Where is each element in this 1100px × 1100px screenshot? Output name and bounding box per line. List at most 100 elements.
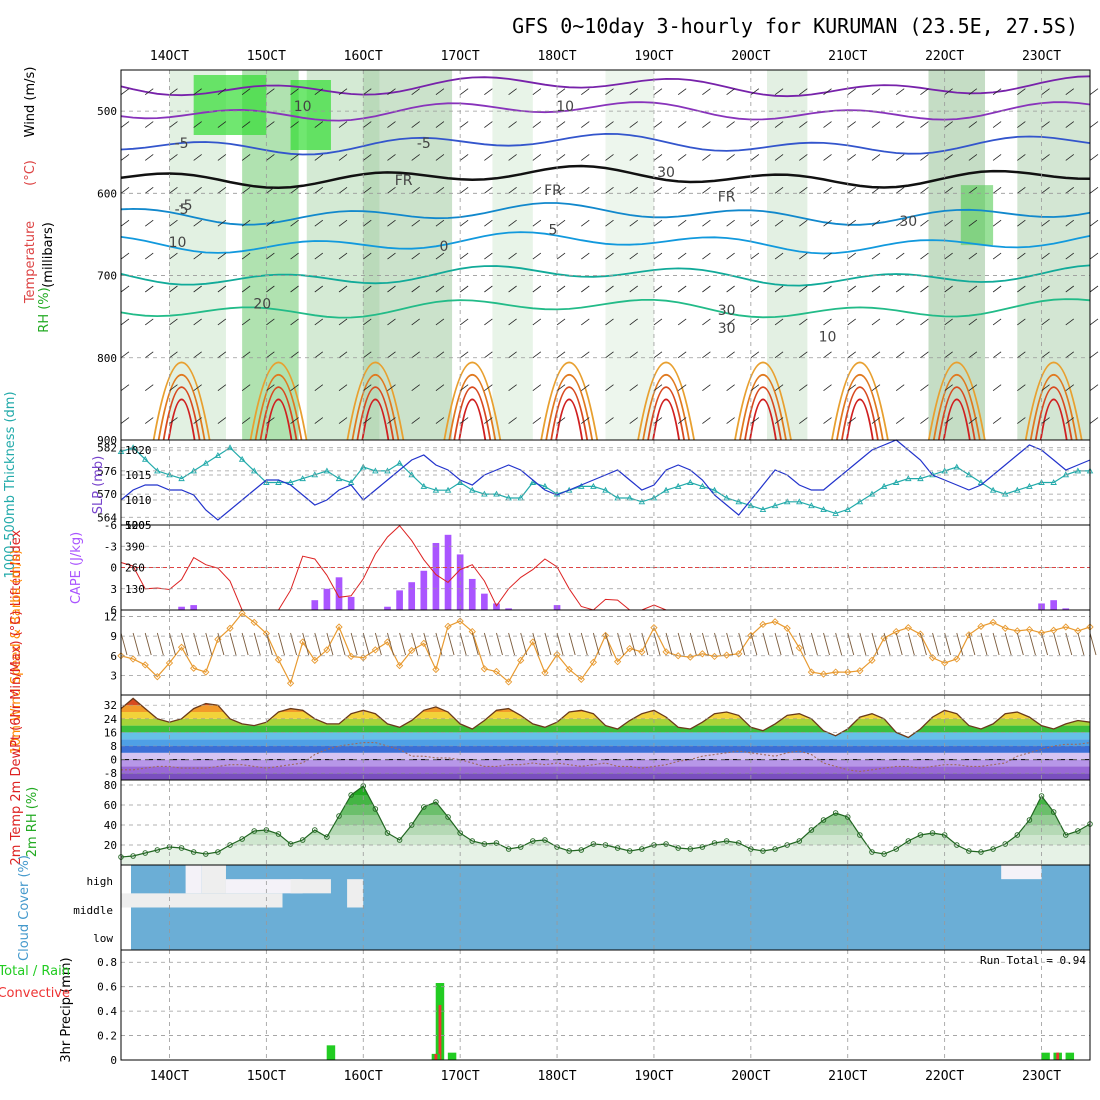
wind10-point [759,620,767,629]
wind10-point [286,679,295,687]
wind-barb [702,285,711,293]
thickness-point [541,482,549,489]
cape-bar [420,570,428,610]
wind-barb [435,417,445,424]
wind-barb [363,187,372,194]
wind-barb [532,285,542,293]
wind-barb [435,88,445,95]
precip-label: 3hr Precip (mm) [59,957,74,1062]
wind10-label: 10m Wind Speed & Barbs (m/s) [9,550,24,755]
wind10-barb [592,632,600,656]
wind10-point [868,656,876,664]
wind-barb [290,219,299,227]
thickness-point [178,475,185,482]
cape-bar [493,603,500,610]
wind10-point [771,618,779,626]
wind-barb [266,285,275,293]
wind-barb [120,252,130,260]
thickness-point [517,494,524,501]
wind10-barb [544,632,552,656]
warm-contour [1029,373,1078,441]
wind-barb [653,384,663,391]
wind10-point [250,618,258,627]
wind-barb [823,318,832,326]
cape-bar [384,606,391,610]
thickness-point [808,502,815,509]
cape-bar [311,600,319,610]
rh-shade-high [290,80,331,150]
wind-barb [847,252,856,260]
wind-barb [823,285,832,293]
thickness-label: 1000-500mb Thickness (dm) [3,391,18,578]
wind-barb [290,121,299,128]
thickness-point [1050,479,1057,485]
wind-barb [944,219,953,227]
wind-barb [217,384,227,391]
slp-tick: 1010 [125,494,152,507]
thickness-point [626,494,633,501]
wind-barb [871,285,881,293]
wind-barb [920,351,929,359]
wind-barb [314,351,324,359]
temp-contour [120,298,1091,319]
wind10-barb [399,632,407,656]
thickness-point [238,455,246,462]
rh2m-point [142,850,148,856]
warm-contour [361,398,390,441]
rh-shade [492,70,533,440]
wind-barb [1017,384,1026,391]
wind-barb [992,351,1002,359]
contour-label: 10 [556,99,574,115]
wind-barb [920,252,929,260]
wind-barb [581,417,590,424]
cape-bar [1050,600,1057,610]
rh2m-point [723,838,730,844]
warm-contour [831,361,889,441]
wind-barb [677,351,687,359]
wind-barb [920,417,929,424]
wind10-point [480,665,489,673]
wind-barb [169,187,178,194]
wind-barb [1041,417,1050,424]
wind-barb [750,88,760,95]
temp-contour [120,202,1091,226]
wind10-point [504,678,513,686]
wind-barb [290,88,299,95]
wind-barb [581,285,590,293]
thickness-point [796,498,803,505]
wind-barb [702,384,711,391]
thickness-point [468,486,476,493]
precip-tick: 0.8 [97,956,117,969]
warm-contour [846,398,874,441]
wind10-point [577,675,585,683]
thickness-point [880,482,888,489]
wind10-barb [762,632,770,656]
rh2m-point [530,838,536,844]
pressure-axis-label: (millibars) [41,222,56,288]
wind-barb [120,187,130,194]
warm-contour [458,398,487,441]
wind-barb [895,121,905,128]
wind-barb [338,351,348,359]
wind-barb [799,417,808,424]
wind-barb [266,252,275,260]
rh2m-point [1014,832,1021,838]
rh2m-point [566,848,572,854]
wind-barb [411,219,420,227]
warm-contour [642,373,690,441]
temp-tick: 8 [110,740,117,753]
wind10-barb [193,632,201,656]
wind-barb [459,88,469,95]
wind-barb [871,88,881,95]
wind-barb [508,252,517,260]
wind10-barb [714,632,721,656]
panel-frame [120,949,1091,1061]
wind10-point [190,664,198,672]
wind-barb [484,154,493,161]
wind10-barb [944,632,952,656]
wind-barb [241,154,251,161]
pressure-tick: 900 [97,434,117,447]
rh2m-point [1063,832,1069,838]
rh2m-point [917,832,924,838]
contour-label: 30 [718,303,736,319]
